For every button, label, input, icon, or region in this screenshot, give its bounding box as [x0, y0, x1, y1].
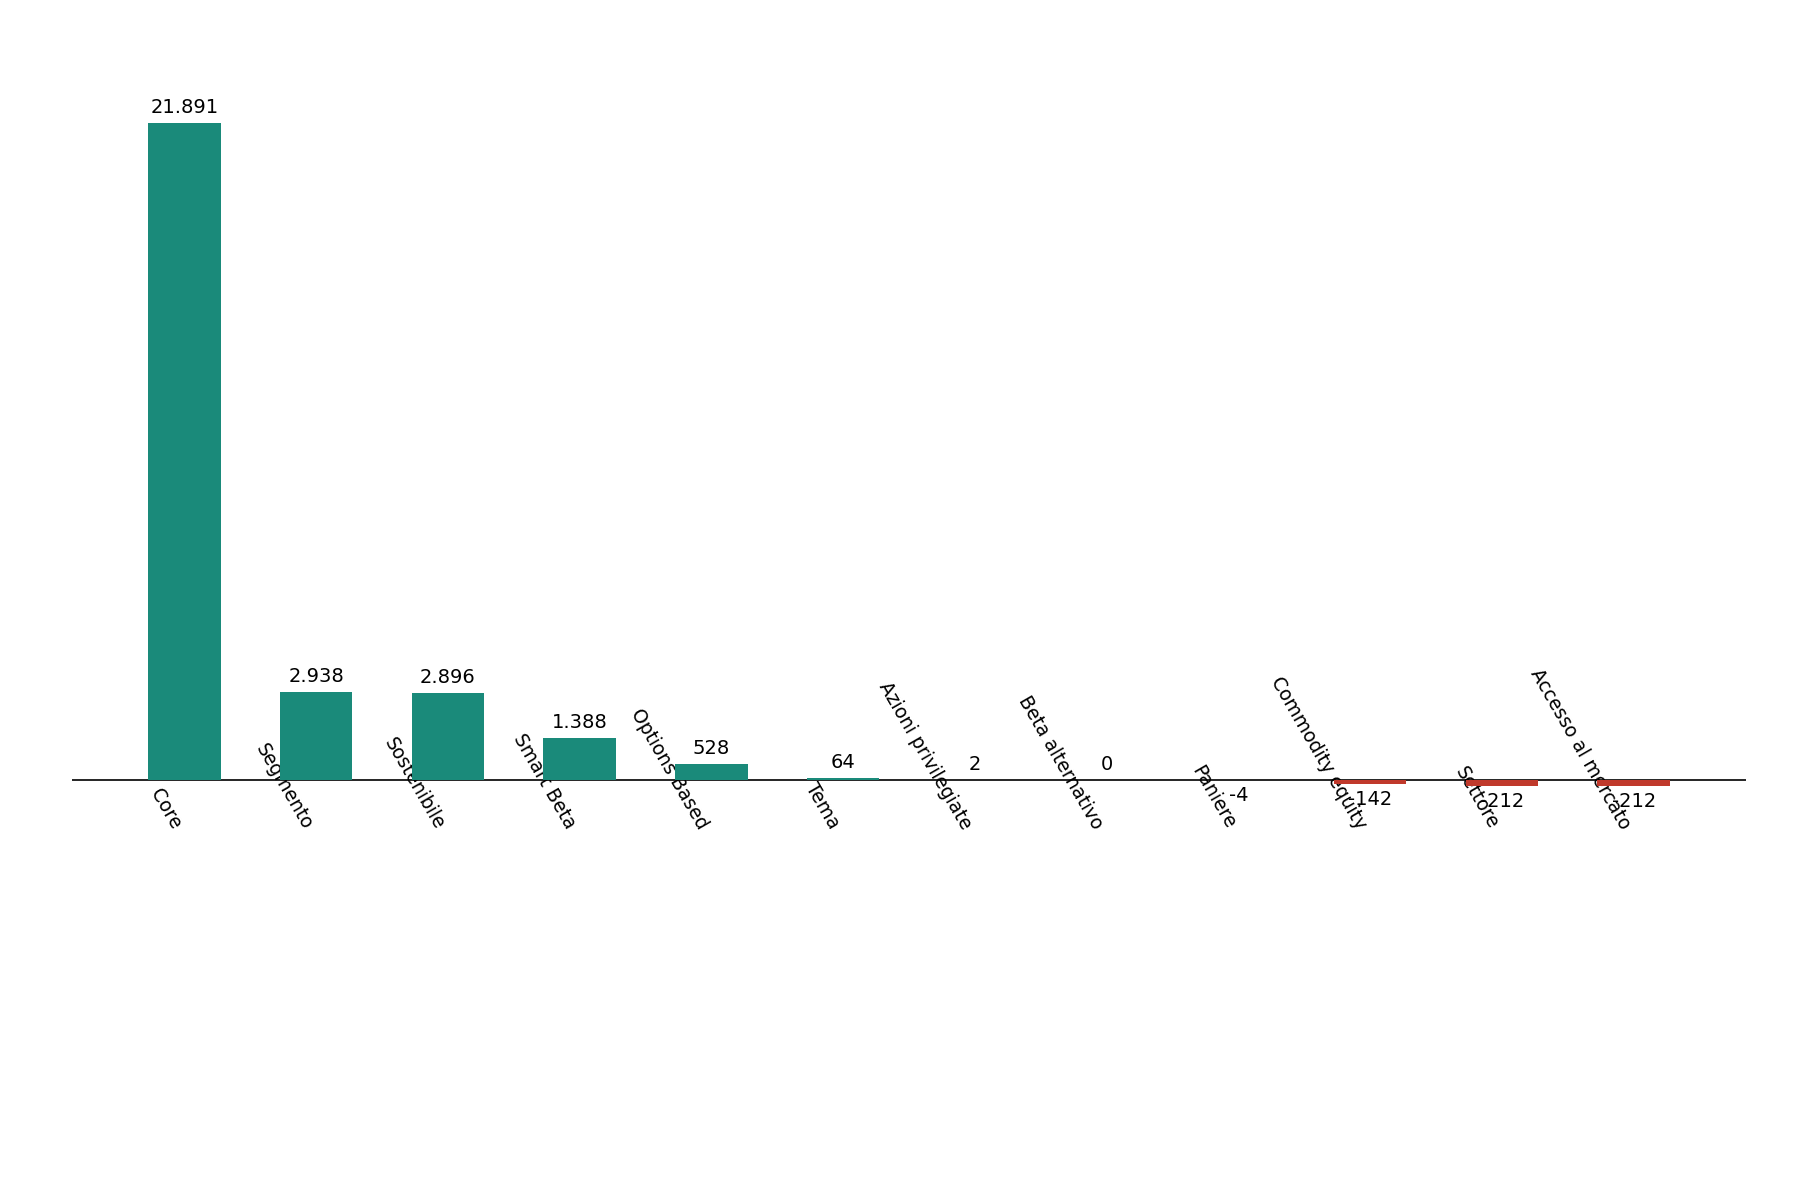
- Text: -4: -4: [1229, 786, 1247, 805]
- Text: 528: 528: [693, 739, 731, 758]
- Bar: [544, 738, 616, 780]
- Text: 0: 0: [1100, 755, 1112, 774]
- Text: 2.896: 2.896: [419, 668, 475, 688]
- Text: 2.938: 2.938: [288, 667, 344, 686]
- Bar: [1334, 780, 1406, 785]
- Text: 2: 2: [968, 755, 981, 774]
- Bar: [675, 764, 747, 780]
- Text: 21.891: 21.891: [149, 98, 218, 118]
- Text: -212: -212: [1480, 792, 1525, 811]
- Text: 1.388: 1.388: [553, 713, 607, 732]
- Text: -212: -212: [1611, 792, 1656, 811]
- Text: 64: 64: [832, 754, 855, 772]
- Bar: [1465, 780, 1539, 786]
- Text: -142: -142: [1348, 791, 1391, 809]
- Bar: [1597, 780, 1670, 786]
- Bar: [148, 124, 221, 780]
- Bar: [279, 692, 353, 780]
- Bar: [806, 778, 880, 780]
- Bar: [412, 694, 484, 780]
